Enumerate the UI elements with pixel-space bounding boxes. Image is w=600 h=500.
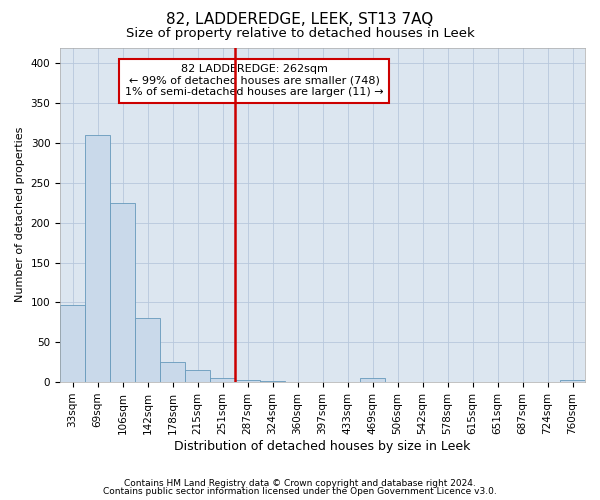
- Bar: [185, 370, 210, 382]
- X-axis label: Distribution of detached houses by size in Leek: Distribution of detached houses by size …: [175, 440, 471, 452]
- Y-axis label: Number of detached properties: Number of detached properties: [15, 127, 25, 302]
- Bar: [260, 380, 285, 382]
- Bar: [135, 318, 160, 382]
- Bar: [85, 135, 110, 382]
- Text: 82 LADDEREDGE: 262sqm
← 99% of detached houses are smaller (748)
1% of semi-deta: 82 LADDEREDGE: 262sqm ← 99% of detached …: [125, 64, 383, 98]
- Text: Size of property relative to detached houses in Leek: Size of property relative to detached ho…: [125, 28, 475, 40]
- Bar: [110, 203, 135, 382]
- Bar: [235, 380, 260, 382]
- Bar: [360, 378, 385, 382]
- Text: Contains public sector information licensed under the Open Government Licence v3: Contains public sector information licen…: [103, 487, 497, 496]
- Bar: [210, 378, 235, 382]
- Bar: [160, 362, 185, 382]
- Text: Contains HM Land Registry data © Crown copyright and database right 2024.: Contains HM Land Registry data © Crown c…: [124, 478, 476, 488]
- Text: 82, LADDEREDGE, LEEK, ST13 7AQ: 82, LADDEREDGE, LEEK, ST13 7AQ: [166, 12, 434, 28]
- Bar: [60, 305, 85, 382]
- Bar: [560, 380, 585, 382]
